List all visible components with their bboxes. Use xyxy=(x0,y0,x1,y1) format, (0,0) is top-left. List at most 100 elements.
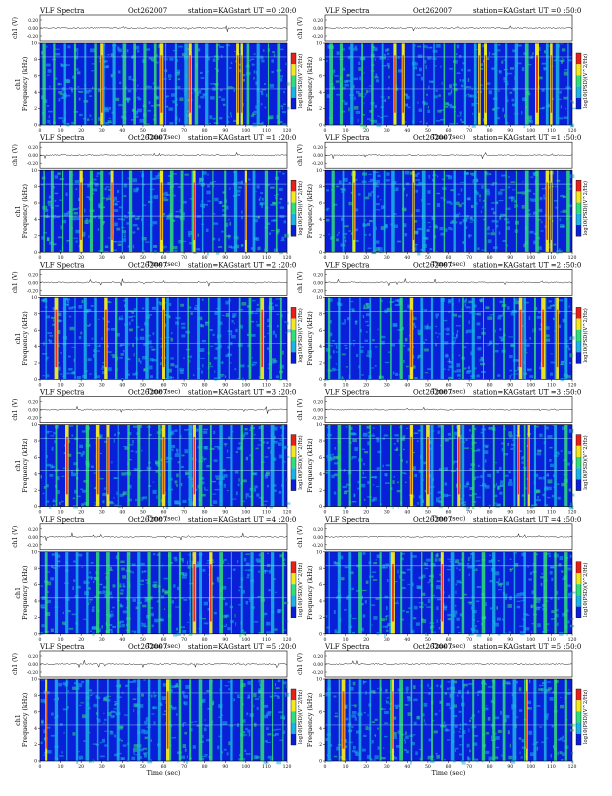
panel-title: VLF Spectra xyxy=(324,389,369,397)
noise-cell xyxy=(332,340,335,342)
noise-cell xyxy=(508,431,512,435)
noise-cell xyxy=(429,579,431,583)
y-tick-label: 4 xyxy=(34,344,37,350)
noise-cell xyxy=(560,218,561,221)
burst-column xyxy=(137,552,140,634)
noise-cell xyxy=(455,339,456,342)
y-tick-label: 2 xyxy=(34,742,37,748)
noise-cell xyxy=(92,627,97,630)
noise-cell xyxy=(468,602,472,604)
burst-column xyxy=(208,297,209,379)
noise-cell xyxy=(218,246,222,248)
noise-cell xyxy=(48,201,52,204)
noise-cell xyxy=(77,52,78,56)
burst-column xyxy=(74,43,76,125)
noise-cell xyxy=(427,110,430,113)
noise-cell xyxy=(126,222,129,224)
noise-cell xyxy=(242,480,246,483)
noise-cell xyxy=(228,219,229,221)
y-tick-label: 2 xyxy=(319,106,322,112)
noise-cell xyxy=(254,70,256,73)
colorbar-segment xyxy=(576,307,581,318)
strong-burst-core xyxy=(189,55,191,112)
noise-cell xyxy=(402,587,406,589)
noise-cell xyxy=(345,240,346,243)
noise-cell xyxy=(227,490,229,491)
strong-burst-core xyxy=(46,691,47,748)
burst-column xyxy=(338,297,340,379)
burst-column xyxy=(282,425,284,507)
noise-cell xyxy=(466,306,471,308)
x-tick-label: 100 xyxy=(526,382,535,388)
noise-cell xyxy=(397,439,399,442)
noise-cell xyxy=(540,576,544,578)
y-tick-label: 8 xyxy=(319,566,322,572)
noise-cell xyxy=(140,171,142,172)
noise-cell xyxy=(213,500,217,504)
noise-cell xyxy=(414,722,417,725)
noise-cell xyxy=(128,76,131,80)
burst-column xyxy=(199,552,202,634)
burst-column xyxy=(444,170,445,252)
strong-burst-core xyxy=(411,437,413,494)
x-tick-label: 0 xyxy=(39,128,42,134)
noise-cell xyxy=(544,50,546,53)
burst-column xyxy=(452,425,454,507)
x-tick-label: 30 xyxy=(384,764,390,770)
y-tick-label: 0 xyxy=(319,377,322,383)
noise-cell xyxy=(334,492,336,495)
noise-cell xyxy=(171,737,176,738)
strong-burst-core xyxy=(66,437,68,494)
noise-cell xyxy=(425,60,427,64)
noise-cell xyxy=(376,79,379,82)
strong-burst-core xyxy=(193,564,195,621)
noise-cell xyxy=(464,723,467,724)
noise-cell xyxy=(406,611,409,613)
noise-cell xyxy=(238,187,242,189)
x-tick-label: 40 xyxy=(119,255,125,261)
noise-cell xyxy=(470,86,471,88)
noise-cell xyxy=(358,119,359,122)
noise-cell xyxy=(354,78,358,81)
noise-cell xyxy=(264,613,268,615)
burst-column xyxy=(76,679,78,761)
noise-cell xyxy=(380,199,381,200)
noise-cell xyxy=(92,119,93,121)
noise-cell xyxy=(366,726,369,730)
burst-column xyxy=(179,425,180,507)
noise-cell xyxy=(362,590,367,591)
noise-cell xyxy=(509,197,513,199)
signal-tick-label: -0.20 xyxy=(27,417,38,422)
burst-column xyxy=(251,425,254,507)
noise-cell xyxy=(386,615,389,616)
noise-cell xyxy=(444,320,448,321)
noise-cell xyxy=(87,196,90,198)
noise-cell xyxy=(268,756,273,759)
noise-cell xyxy=(75,180,79,183)
noise-cell xyxy=(488,427,493,430)
noise-cell xyxy=(407,696,410,698)
noise-cell xyxy=(258,571,260,573)
burst-column xyxy=(339,679,341,761)
noise-cell xyxy=(572,108,576,110)
x-tick-label: 50 xyxy=(140,510,146,516)
noise-cell xyxy=(406,428,408,429)
noise-cell xyxy=(509,479,512,482)
noise-cell xyxy=(208,57,210,61)
noise-cell xyxy=(67,301,69,304)
noise-cell xyxy=(509,92,512,94)
noise-cell xyxy=(405,482,407,483)
noise-cell xyxy=(137,227,139,230)
noise-cell xyxy=(214,377,218,380)
noise-cell xyxy=(497,486,500,490)
noise-cell xyxy=(558,739,561,741)
noise-cell xyxy=(532,623,534,624)
noise-cell xyxy=(88,235,89,238)
noise-cell xyxy=(561,570,564,572)
noise-cell xyxy=(265,107,267,109)
noise-cell xyxy=(511,374,512,375)
noise-cell xyxy=(326,615,328,617)
noise-cell xyxy=(61,751,63,753)
noise-cell xyxy=(245,734,247,736)
